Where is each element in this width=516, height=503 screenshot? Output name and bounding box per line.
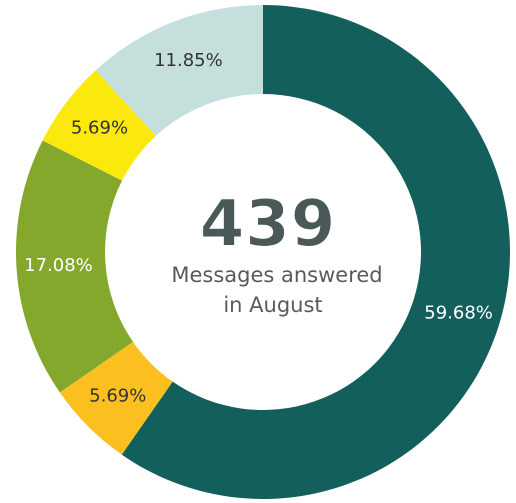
donut-segment (42, 70, 156, 181)
segment-label: 5.69% (71, 117, 128, 138)
donut-segment (59, 341, 173, 455)
donut-segment (95, 5, 263, 136)
center-text: in August (223, 293, 322, 317)
center-value: 439 (200, 188, 337, 262)
donut-segment (16, 140, 134, 393)
segment-label: 5.69% (89, 386, 146, 407)
segment-label: 11.85% (154, 50, 223, 71)
center-text: Messages answered (171, 263, 382, 287)
segment-label: 59.68% (424, 302, 493, 323)
segment-label: 17.08% (24, 255, 93, 276)
donut-segment (121, 5, 511, 500)
